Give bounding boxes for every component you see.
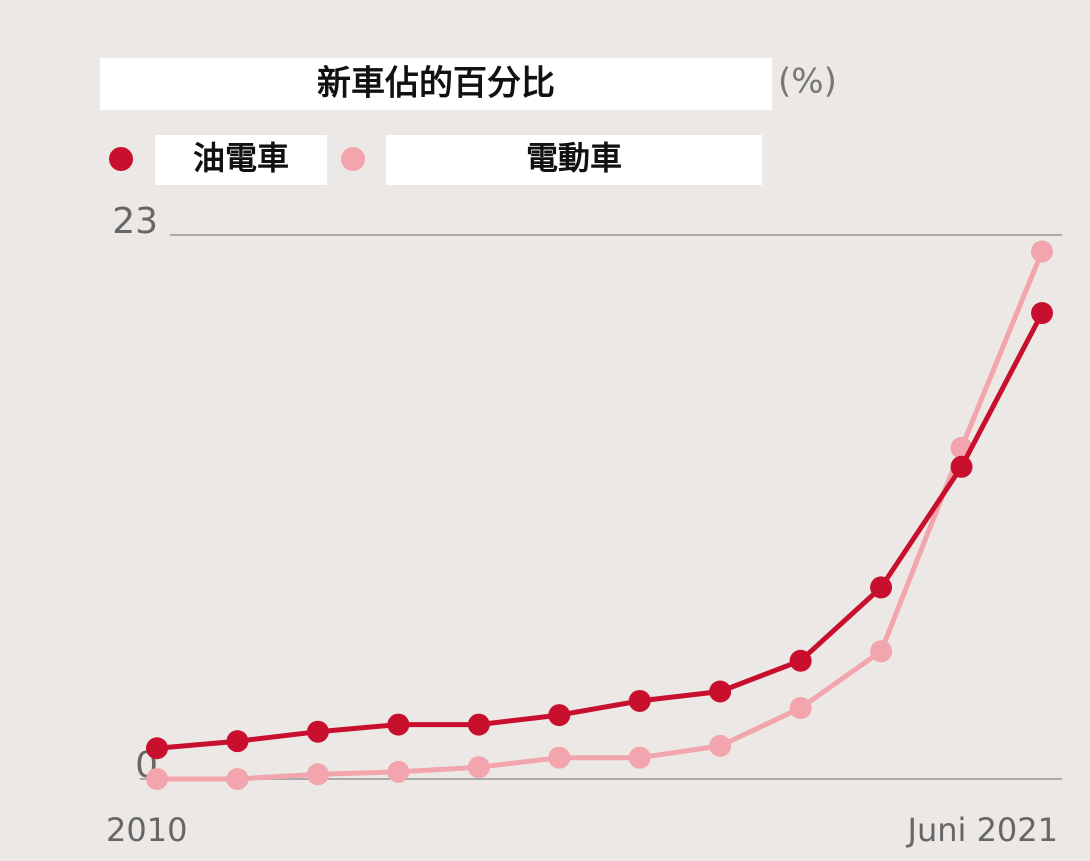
data-point — [1031, 302, 1053, 325]
legend: 油電車 電動車 — [109, 135, 762, 185]
data-point — [789, 649, 812, 672]
chart-title: 新車佔的百分比 — [317, 64, 555, 104]
data-point — [950, 455, 973, 478]
data-point — [467, 713, 490, 736]
data-point — [146, 768, 168, 790]
data-point — [226, 730, 249, 753]
data-point — [628, 746, 651, 769]
data-point — [226, 768, 249, 790]
x-tick-label: Juni 2021 — [906, 811, 1059, 849]
data-point — [628, 689, 651, 712]
data-point — [789, 697, 812, 720]
legend-box — [155, 135, 327, 185]
data-point — [709, 680, 732, 703]
data-point — [870, 576, 893, 599]
data-point — [306, 763, 329, 786]
data-point — [146, 737, 168, 760]
data-point — [387, 760, 410, 783]
legend-label: 電動車 — [526, 139, 622, 177]
data-point — [1031, 240, 1053, 263]
legend-box — [386, 135, 762, 185]
legend-marker — [109, 147, 133, 171]
series-line — [156, 311, 1045, 751]
data-point — [467, 756, 490, 779]
title-box — [100, 58, 772, 110]
data-point — [306, 720, 329, 743]
data-point — [548, 746, 571, 769]
data-point — [548, 704, 571, 727]
legend-marker — [341, 147, 365, 171]
x-tick-label: 2010 — [106, 811, 187, 849]
unit-label: (%) — [778, 62, 837, 102]
data-point — [870, 640, 893, 663]
data-point — [387, 713, 410, 736]
series-line — [157, 250, 1045, 782]
y-tick-label: 23 — [112, 201, 158, 242]
data-point — [709, 734, 732, 757]
legend-label: 油電車 — [193, 139, 289, 177]
